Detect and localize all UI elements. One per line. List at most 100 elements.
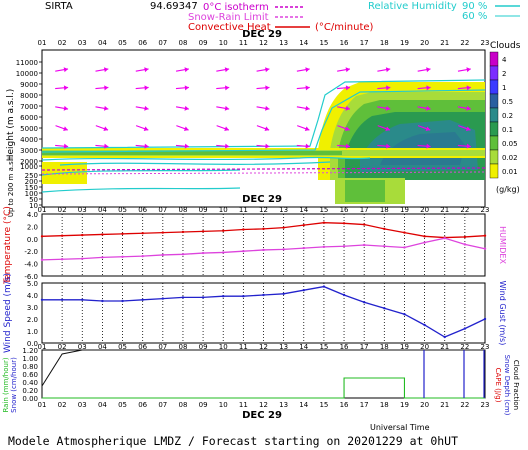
cloud-y-tick-label: 2000 [20, 158, 38, 166]
temperature-series-point-1 [362, 243, 366, 247]
wind-series-point-0 [161, 297, 165, 300]
precip-panel-hour-labels-top: 01 02 03 04 05 06 07 08 09 10 11 12 13 14 15 16 17 18 19 20… [38, 343, 490, 351]
legend-rh-90: 90 % [462, 1, 487, 12]
precip-panel-ylabel-cloudfrac: Cloud Fraction [512, 360, 520, 410]
cloud-top-hour-label: 10 [219, 39, 228, 47]
wind-arrow-head [385, 105, 391, 111]
temperature-series-point-1 [423, 241, 426, 244]
temperature-panel-grid [61, 214, 466, 276]
wind-arrow-head [63, 85, 69, 91]
cloud-bottom-hour-label: 13 [279, 206, 288, 214]
temperature-series-point-1 [40, 258, 44, 262]
wind-arrow-head [305, 143, 310, 149]
cloud-bottom-hour-label: 19 [400, 206, 409, 214]
wind-y-tick-label: 5.0 [27, 280, 38, 288]
zero-isotherm-line [41, 167, 486, 171]
forecast-title: Modele Atmospherique LMDZ / Forecast sta… [8, 434, 458, 448]
wind-arrow-head [144, 85, 149, 91]
wind-arrow [337, 105, 351, 111]
wind-series-point-0 [423, 323, 426, 327]
wind-arrow [256, 143, 270, 149]
wind-y-tick-label: 2.0 [27, 316, 38, 324]
wind-arrow-head [466, 67, 471, 73]
wind-arrow-head [63, 67, 69, 73]
temperature-series-point-0 [483, 234, 487, 237]
precip-panel-ylabel-snow: Snow (cm/hour) [10, 357, 18, 413]
temperature-series-point-0 [282, 226, 285, 229]
low-cloud-band-dense [42, 151, 342, 155]
cloud-bottom-hour-label: 22 [460, 206, 469, 214]
cloud-top-hour-label: 03 [78, 39, 87, 47]
wind-arrow-head [224, 126, 229, 132]
cloud-top-hour-label: 12 [259, 39, 268, 47]
wind-arrow-head [386, 85, 391, 91]
wind-arrow [216, 143, 230, 149]
wind-arrow-head [63, 105, 69, 111]
wind-arrow-head [103, 105, 109, 111]
wind-arrow-head [345, 143, 351, 149]
wind-arrow [377, 125, 391, 132]
cloud-legend-label: 0.01 [502, 168, 518, 176]
wind-arrow-head [103, 126, 109, 132]
wind-series-point-0 [282, 292, 285, 295]
wind-arrow [296, 85, 310, 91]
legend-zero-isotherm: 0°C isotherm [203, 2, 269, 13]
temperature-series-point-1 [342, 245, 346, 248]
cloud-legend-unit: (g/kg) [496, 185, 520, 194]
wind-arrow-head [143, 126, 149, 132]
cloud-bottom-hour-label: 04 [98, 206, 107, 214]
temperature-series-point-0 [141, 232, 144, 235]
temperature-series-point-0 [40, 235, 44, 238]
precip-bottom-hour-label: 15 [319, 401, 328, 409]
temperature-series-point-0 [262, 227, 265, 231]
cloud-legend-swatch [489, 149, 499, 165]
cloud-top-hour-label: 22 [460, 39, 469, 47]
cloud-bottom-hour-label: 17 [360, 206, 369, 214]
precip-top-hour-label: 22 [460, 343, 469, 351]
wind-series-point-0 [342, 293, 346, 297]
cloud-legend-bars: 4 2 1 0.5 0.2 0.1 0.05 0.02 0.01 [489, 51, 518, 179]
wind-arrow [175, 143, 189, 149]
wind-arrow-head [345, 126, 350, 132]
wind-arrow-head [426, 85, 431, 91]
rh-contour-90 [41, 89, 486, 153]
wind-panel-y-ticks: 5.0 4.0 3.0 2.0 1.0 0.0 [27, 280, 38, 348]
precip-panel-series [41, 349, 485, 399]
temperature-series-point-1 [483, 247, 487, 250]
cloud-top-hour-label: 05 [118, 39, 127, 47]
precip-top-hour-label: 17 [360, 343, 369, 351]
legend-snow-rain: Snow-Rain Limit [188, 12, 269, 23]
precip-top-hour-label: 02 [58, 343, 67, 351]
precip-bottom-hour-label: 02 [58, 401, 67, 409]
wind-panel-grid [61, 283, 466, 343]
precip-bottom-hour-label: 14 [299, 401, 308, 409]
cloud-top-hour-label: 15 [319, 39, 328, 47]
precip-bottom-hour-label: 12 [259, 401, 268, 409]
precip-top-hour-label: 15 [319, 343, 328, 351]
wind-arrow-head [466, 105, 471, 111]
cloud-panel-y-ticks: 11000 10000 9000 8000 7000 6000 5000 4000 3000 20… [16, 59, 42, 210]
wind-arrow [135, 67, 149, 73]
cloud-panel-date-top: DEC 29 [242, 29, 282, 40]
wind-arrow-head [265, 85, 270, 91]
precip-top-hour-label: 07 [158, 343, 167, 351]
station-name: SIRTA [45, 1, 73, 12]
temperature-series-point-0 [161, 231, 165, 234]
wind-arrow [55, 105, 69, 111]
cloud-y-tick-label: 4000 [20, 136, 38, 144]
wind-arrow [135, 143, 149, 149]
cloud-panel-hour-labels-top: 01 02 03 04 05 06 07 08 09 10 11 12 13 14 15 16 17 18 19 20… [38, 39, 490, 47]
precip-top-hour-label: 05 [118, 343, 127, 351]
wind-arrow [417, 105, 431, 111]
cloud-bottom-hour-label: 01 [38, 206, 47, 214]
cloud-bottom-hour-label: 23 [481, 206, 490, 214]
wind-y-tick-label: 0.0 [27, 340, 38, 348]
wind-series-point-0 [181, 296, 185, 299]
precip-bottom-hour-label: 01 [38, 401, 47, 409]
precip-top-hour-label: 13 [279, 343, 288, 351]
wind-arrow-head [144, 105, 149, 111]
temperature-series-point-0 [463, 235, 467, 239]
wind-series-point-0 [483, 317, 487, 321]
precip-top-hour-label: 11 [239, 343, 248, 351]
